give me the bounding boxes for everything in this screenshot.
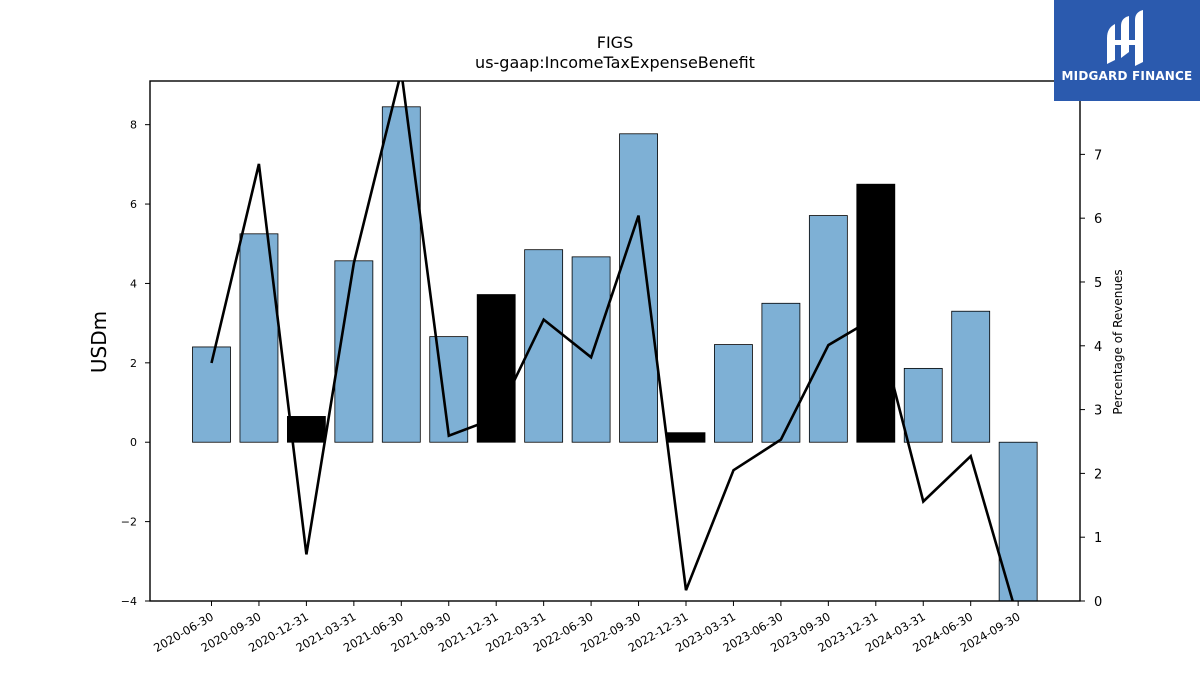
bar-2023-12-31 (856, 183, 896, 443)
y-right-tick-label: 7 (1094, 148, 1102, 163)
y-right-tick-label: 1 (1094, 531, 1102, 546)
bar-2022-06-30 (571, 256, 611, 443)
bar-2024-06-30 (951, 310, 991, 443)
y-right-tick-label: 5 (1094, 276, 1102, 291)
bar-2021-12-31 (476, 294, 516, 443)
y-tick-label: 4 (130, 277, 137, 290)
bar-2022-12-31 (666, 432, 706, 443)
y-tick-label: −4 (121, 595, 137, 608)
bar-2024-03-31 (903, 367, 943, 443)
logo-mark-icon (1107, 10, 1143, 66)
y-right-tick-label: 3 (1094, 404, 1102, 419)
percentage-line (210, 81, 1015, 601)
y-tick-label: 6 (130, 198, 137, 211)
plot-frame (149, 80, 1081, 602)
bar-2020-12-31 (286, 416, 326, 443)
bar-2021-09-30 (429, 336, 469, 443)
line-group (210, 81, 1015, 601)
y-tick-label: 8 (130, 119, 137, 132)
bar-2021-03-31 (334, 260, 374, 443)
y-right-tick-label: 0 (1094, 595, 1102, 610)
y-right-tick-label: 6 (1094, 212, 1102, 227)
logo-text: MIDGARD FINANCE (1061, 69, 1193, 83)
bar-2022-09-30 (619, 133, 658, 443)
midgard-finance-logo: MIDGARD FINANCE (1054, 0, 1200, 101)
y-axis-label: USDm (87, 311, 111, 373)
bar-2023-09-30 (808, 215, 848, 443)
y-tick-label: 0 (130, 436, 137, 449)
chart-subtitle: us-gaap:IncomeTaxExpenseBenefit (475, 53, 755, 72)
y-right-tick-label: 2 (1094, 467, 1102, 482)
y-tick-label: 2 (130, 357, 137, 370)
y-axis-right-label: Percentage of Revenues (1111, 269, 1125, 414)
y-tick-label: −2 (121, 516, 137, 529)
bars-group (192, 106, 1038, 601)
bar-2023-03-31 (714, 344, 753, 443)
bar-2021-06-30 (381, 106, 421, 443)
bar-2023-06-30 (761, 302, 801, 443)
y-right-tick-label: 4 (1094, 340, 1102, 355)
chart-title: FIGS (597, 33, 633, 52)
